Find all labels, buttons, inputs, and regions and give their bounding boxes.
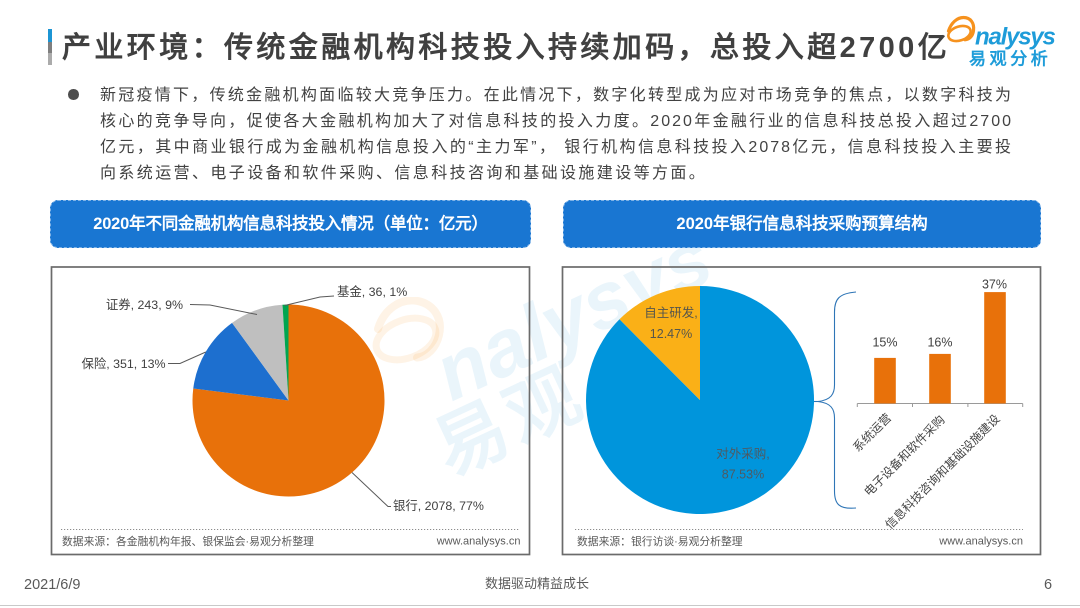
- svg-text:保险, 351, 13%: 保险, 351, 13%: [81, 356, 165, 371]
- svg-text:自主研发,: 自主研发,: [644, 305, 697, 320]
- svg-text:易观分析: 易观分析: [969, 49, 1051, 69]
- svg-text:87.53%: 87.53%: [722, 468, 764, 482]
- svg-text:16%: 16%: [927, 336, 952, 350]
- svg-text:nalysys: nalysys: [975, 24, 1056, 51]
- svg-text:系统运营: 系统运营: [850, 411, 894, 455]
- svg-text:基金, 36, 1%: 基金, 36, 1%: [337, 284, 407, 299]
- svg-text:www.analysys.cn: www.analysys.cn: [436, 536, 521, 548]
- svg-text:银行, 2078, 77%: 银行, 2078, 77%: [393, 499, 484, 513]
- svg-text:www.analysys.cn: www.analysys.cn: [938, 536, 1023, 548]
- svg-text:数据来源：银行访谈·易观分析整理: 数据来源：银行访谈·易观分析整理: [577, 534, 743, 548]
- svg-text:15%: 15%: [872, 336, 897, 350]
- svg-text:12.47%: 12.47%: [650, 327, 692, 341]
- svg-text:对外采购,: 对外采购,: [716, 446, 769, 461]
- svg-text:证券, 243, 9%: 证券, 243, 9%: [106, 297, 183, 312]
- svg-text:信息科技咨询和基础设施建设: 信息科技咨询和基础设施建设: [882, 411, 1003, 532]
- svg-text:数据来源：各金融机构年报、银保监会·易观分析整理: 数据来源：各金融机构年报、银保监会·易观分析整理: [62, 534, 314, 548]
- svg-text:37%: 37%: [982, 278, 1007, 292]
